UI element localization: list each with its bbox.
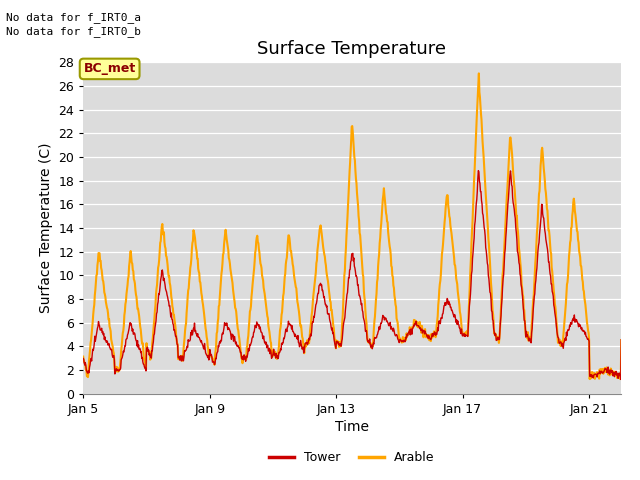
X-axis label: Time: Time — [335, 420, 369, 434]
Y-axis label: Surface Temperature (C): Surface Temperature (C) — [39, 143, 52, 313]
Text: BC_met: BC_met — [83, 62, 136, 75]
Text: No data for f_IRT0_a: No data for f_IRT0_a — [6, 12, 141, 23]
Text: No data for f_IRT0_b: No data for f_IRT0_b — [6, 26, 141, 37]
Title: Surface Temperature: Surface Temperature — [257, 40, 447, 58]
Legend: Tower, Arable: Tower, Arable — [264, 446, 440, 469]
